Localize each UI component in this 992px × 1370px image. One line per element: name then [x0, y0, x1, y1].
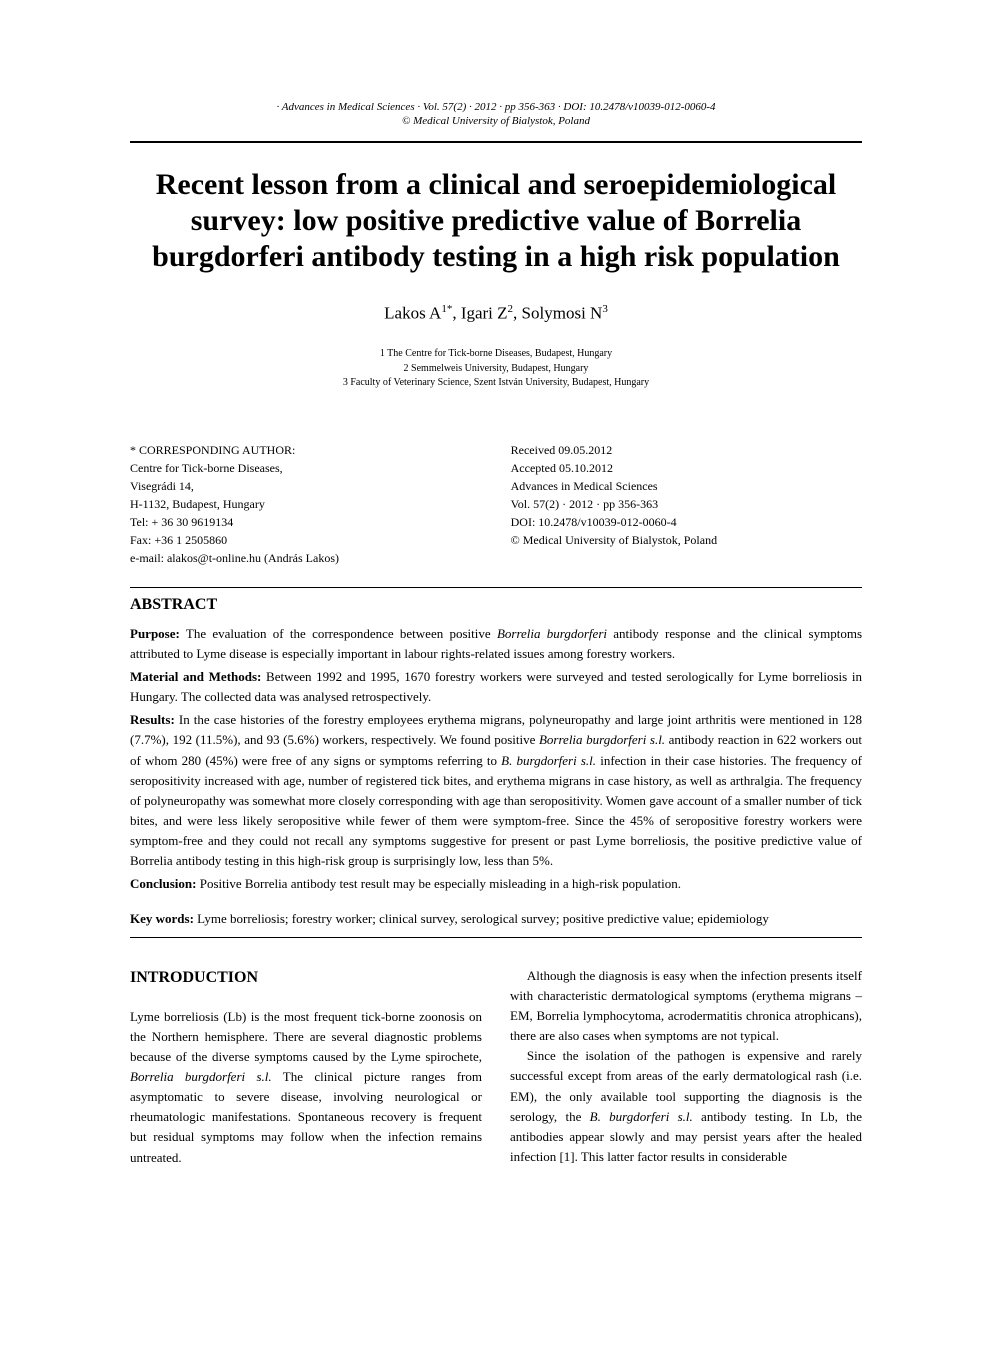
keywords-label: Key words: [130, 911, 194, 926]
methods-label: Material and Methods: [130, 669, 261, 684]
corresponding-line: Tel: + 36 30 9619134 [130, 513, 481, 531]
abstract-methods: Material and Methods: Between 1992 and 1… [130, 667, 862, 707]
abstract-body: Purpose: The evaluation of the correspon… [130, 624, 862, 929]
results-label: Results: [130, 712, 175, 727]
corresponding-line: H-1132, Budapest, Hungary [130, 495, 481, 513]
top-rule [130, 141, 862, 143]
keywords: Key words: Lyme borreliosis; forestry wo… [130, 909, 862, 929]
corresponding-line: e-mail: alakos@t-online.hu (András Lakos… [130, 549, 481, 567]
keywords-text: Lyme borreliosis; forestry worker; clini… [194, 911, 769, 926]
conclusion-text: Positive Borrelia antibody test result m… [196, 876, 681, 891]
intro-paragraph: Lyme borreliosis (Lb) is the most freque… [130, 1007, 482, 1168]
journal-line-1: · Advances in Medical Sciences · Vol. 57… [130, 100, 862, 114]
purpose-text: The evaluation of the correspondence bet… [130, 626, 862, 661]
volume-info: Vol. 57(2) · 2012 · pp 356-363 [511, 495, 862, 513]
intro-paragraph: Although the diagnosis is easy when the … [510, 966, 862, 1047]
corresponding-line: Fax: +36 1 2505860 [130, 531, 481, 549]
journal-name: Advances in Medical Sciences [511, 477, 862, 495]
introduction-right-column: Although the diagnosis is easy when the … [510, 966, 862, 1168]
affiliation-2: 2 Semmelweis University, Budapest, Hunga… [130, 362, 862, 377]
affiliation-3: 3 Faculty of Veterinary Science, Szent I… [130, 376, 862, 391]
abstract-heading: ABSTRACT [130, 596, 862, 614]
abstract-results: Results: In the case histories of the fo… [130, 710, 862, 871]
introduction-left-column: INTRODUCTION Lyme borreliosis (Lb) is th… [130, 966, 482, 1168]
abstract-conclusion: Conclusion: Positive Borrelia antibody t… [130, 874, 862, 894]
meta-section: * CORRESPONDING AUTHOR: Centre for Tick-… [130, 441, 862, 567]
journal-line-2: © Medical University of Bialystok, Polan… [130, 114, 862, 128]
results-text: In the case histories of the forestry em… [130, 712, 862, 868]
corresponding-author-block: * CORRESPONDING AUTHOR: Centre for Tick-… [130, 441, 481, 567]
introduction-section: INTRODUCTION Lyme borreliosis (Lb) is th… [130, 966, 862, 1168]
introduction-heading: INTRODUCTION [130, 966, 482, 991]
affiliation-1: 1 The Centre for Tick-borne Diseases, Bu… [130, 347, 862, 362]
journal-header: · Advances in Medical Sciences · Vol. 57… [130, 100, 862, 129]
conclusion-label: Conclusion: [130, 876, 196, 891]
intro-paragraph: Since the isolation of the pathogen is e… [510, 1046, 862, 1167]
article-meta-block: Received 09.05.2012 Accepted 05.10.2012 … [511, 441, 862, 567]
received-date: Received 09.05.2012 [511, 441, 862, 459]
copyright: © Medical University of Bialystok, Polan… [511, 531, 862, 549]
doi: DOI: 10.2478/v10039-012-0060-4 [511, 513, 862, 531]
corresponding-line: Visegrádi 14, [130, 477, 481, 495]
purpose-label: Purpose: [130, 626, 180, 641]
abstract-bottom-rule [130, 937, 862, 938]
accepted-date: Accepted 05.10.2012 [511, 459, 862, 477]
affiliations: 1 The Centre for Tick-borne Diseases, Bu… [130, 347, 862, 391]
abstract-purpose: Purpose: The evaluation of the correspon… [130, 624, 862, 664]
corresponding-line: Centre for Tick-borne Diseases, [130, 459, 481, 477]
authors: Lakos A1*, Igari Z2, Solymosi N3 [130, 303, 862, 324]
abstract-top-rule [130, 587, 862, 588]
corresponding-label: * CORRESPONDING AUTHOR: [130, 441, 481, 459]
article-title: Recent lesson from a clinical and seroep… [130, 167, 862, 275]
